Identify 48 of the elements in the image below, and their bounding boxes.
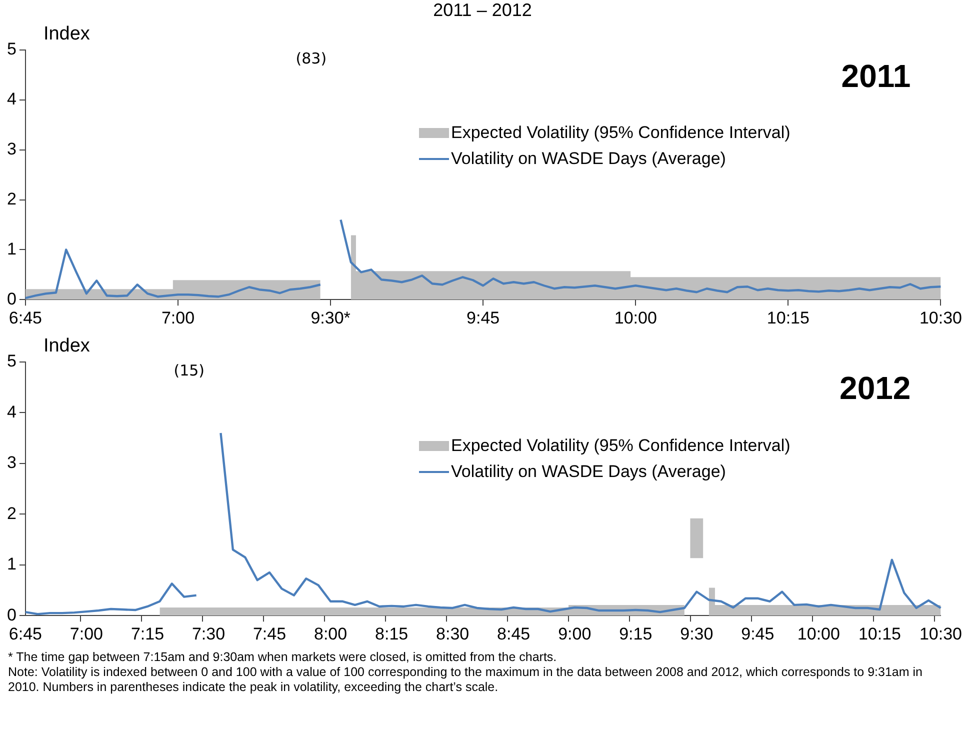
chart-subtitle: 2011	[841, 58, 911, 94]
x-tick-label: 10:30	[919, 308, 962, 328]
chart-subtitle: 2012	[840, 370, 911, 406]
x-tick-label: 9:45	[466, 308, 500, 328]
y-tick-label: 1	[6, 554, 16, 574]
x-tick-label: 7:45	[252, 624, 286, 644]
legend-label: Expected Volatility (95% Confidence Interval)	[451, 435, 790, 457]
x-tick-label: 8:00	[314, 624, 348, 644]
x-tick-label: 6:45	[8, 624, 42, 644]
legend-label: Volatility on WASDE Days (Average)	[451, 461, 726, 483]
x-tick-label: 10:30	[919, 624, 962, 644]
x-tick-label: 9:00	[558, 624, 592, 644]
y-tick-label: 3	[6, 140, 16, 159]
x-tick-label: 7:00	[70, 624, 104, 644]
x-tick-label: 9:15	[619, 624, 652, 644]
annotation: (15)	[174, 361, 205, 380]
legend-label: Volatility on WASDE Days (Average)	[451, 148, 726, 170]
x-tick-label: 10:00	[614, 308, 657, 328]
chart-title: 2011 – 2012	[432, 0, 533, 20]
x-tick-label: 7:30	[192, 624, 226, 644]
x-tick-label: 9:30*	[310, 308, 351, 328]
y-tick-label: 5	[6, 352, 16, 371]
text: * The time gap between 7:15am and 9:30am when markets were closed, is omitted from the charts.	[8, 650, 558, 665]
x-tick-label: 9:45	[741, 624, 774, 644]
y-tick-label: 1	[6, 239, 16, 258]
x-tick-label: 10:00	[797, 624, 840, 644]
y-tick-label: 2	[6, 504, 16, 523]
x-tick-label: 6:45	[8, 308, 42, 328]
x-tick-label: 7:15	[130, 624, 164, 644]
y-tick-label: 0	[6, 605, 16, 624]
x-tick-label: 9:30	[680, 624, 714, 644]
text: Note: Volatility is indexed between 0 and 100 with a value of 100 corresponding to the maximum in the data between 2008 and 2012, which corresponds to 9:31am in 2010. Numbers in parentheses indicate the peak in volatility, exceeding the chart’s scale.	[8, 665, 924, 695]
x-tick-label: 8:15	[375, 624, 408, 644]
x-tick-label: 7:00	[161, 308, 195, 328]
y-tick-label: 2	[6, 189, 16, 208]
y-tick-label: 0	[6, 289, 16, 308]
y-tick-label: 4	[6, 402, 16, 422]
y-tick-label: 4	[6, 90, 16, 109]
x-tick-label: 8:30	[436, 624, 470, 644]
x-tick-label: 8:45	[497, 624, 530, 644]
annotation: (83)	[296, 49, 327, 68]
y-axis-title: Index	[43, 336, 90, 357]
x-tick-label: 10:15	[766, 308, 810, 328]
x-tick-label: 10:15	[858, 624, 901, 644]
y-axis-title: Index	[43, 24, 90, 45]
legend-label: Expected Volatility (95% Confidence Interval)	[451, 122, 790, 144]
y-tick-label: 5	[6, 40, 16, 59]
y-tick-label: 3	[6, 453, 16, 472]
